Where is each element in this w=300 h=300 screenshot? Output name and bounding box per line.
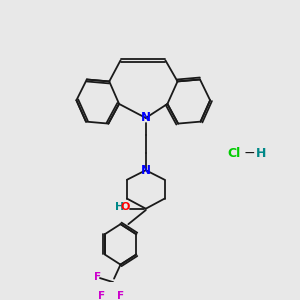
Text: −: −: [244, 146, 256, 160]
Text: N: N: [141, 164, 151, 177]
Text: F: F: [94, 272, 101, 282]
Text: H: H: [256, 147, 266, 160]
Text: F: F: [98, 291, 106, 300]
Text: O: O: [121, 202, 130, 212]
Text: F: F: [117, 291, 124, 300]
Text: N: N: [141, 112, 151, 124]
Text: H: H: [115, 202, 124, 212]
Text: Cl: Cl: [228, 147, 241, 160]
